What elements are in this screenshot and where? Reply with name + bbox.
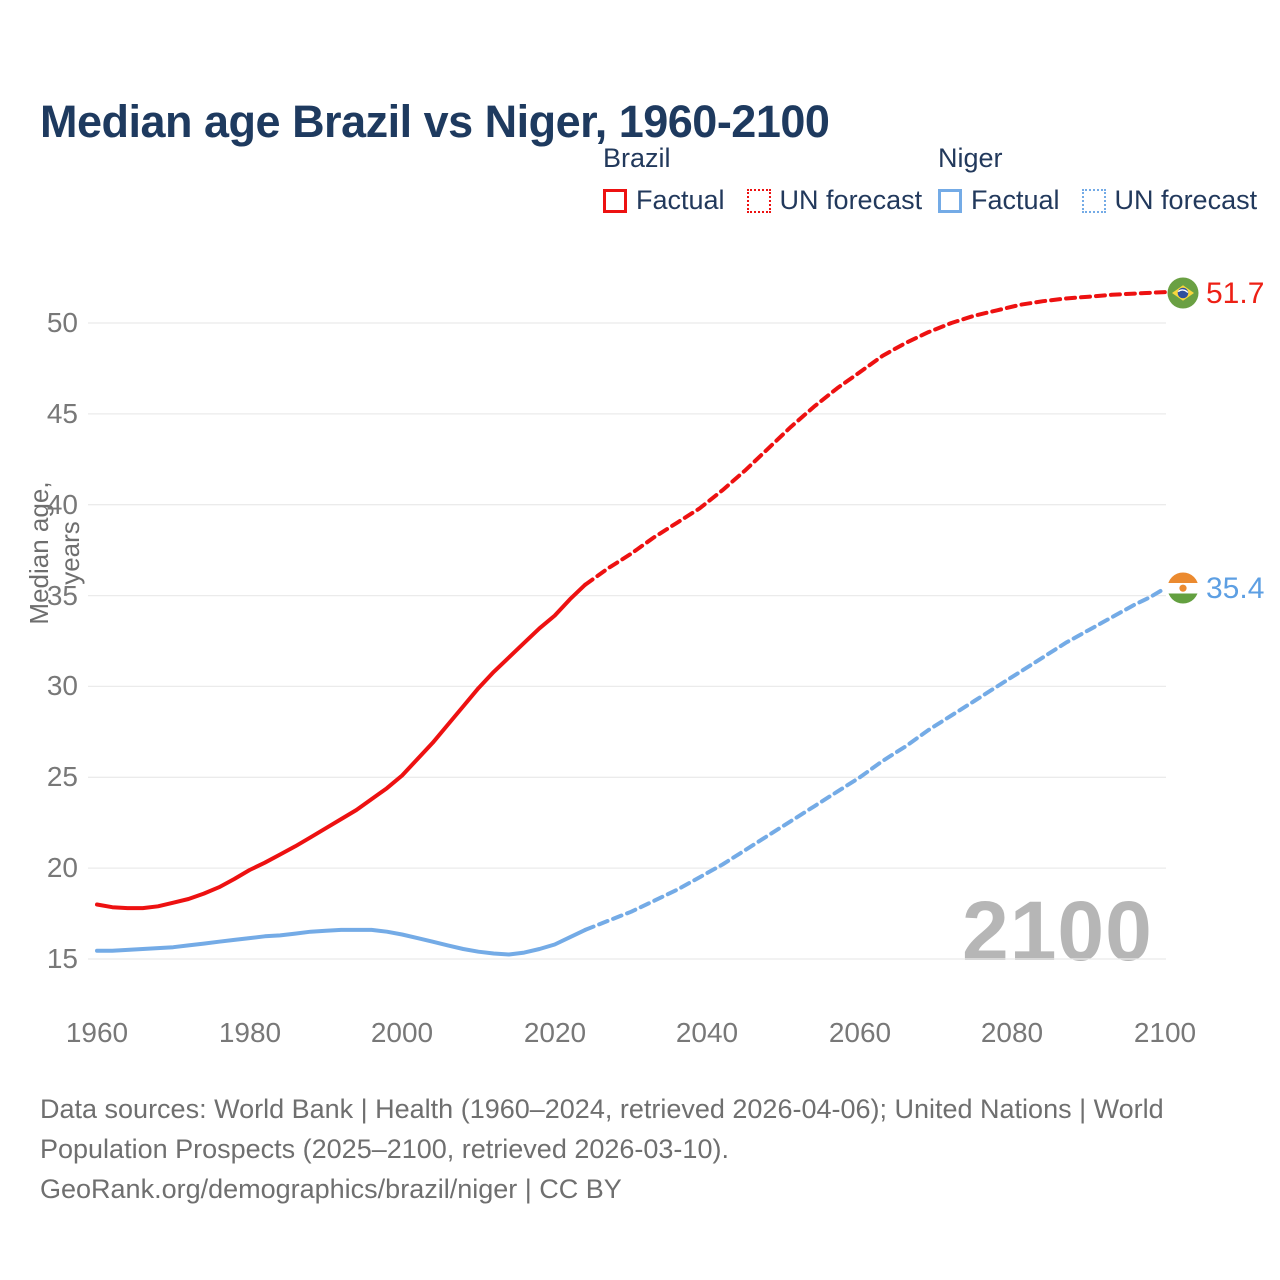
series-line-brazil-un-forecast (583, 290, 1167, 587)
niger-flag-icon (1167, 572, 1199, 604)
y-tick-30: 30 (46, 670, 78, 701)
legend-swatch-brazil-factual-icon[interactable] (603, 188, 627, 213)
legend-item-niger-factual[interactable]: Factual (938, 185, 1060, 216)
footer-line-2: Population Prospects (2025–2100, retriev… (40, 1134, 729, 1164)
series-line-niger-factual (95, 927, 588, 957)
legend-label-niger-forecast: UN forecast (1114, 185, 1258, 215)
legend-swatch-brazil-forecast-icon[interactable] (746, 188, 771, 213)
x-tick-2060: 2060 (828, 1017, 892, 1048)
brazil-end-value: 51.7 (1206, 277, 1265, 310)
series-line-niger-un-forecast (583, 586, 1167, 932)
x-tick-1960: 1960 (65, 1017, 129, 1048)
legend-item-brazil-forecast[interactable]: UN forecast (746, 185, 923, 216)
legend-swatch-niger-factual-icon[interactable] (938, 188, 962, 213)
footer-line-1: Data sources: World Bank | Health (1960–… (40, 1094, 1164, 1124)
footer-sources: Data sources: World Bank | Health (1960–… (40, 1089, 1164, 1209)
y-tick-15: 15 (46, 943, 78, 974)
brazil-flag-icon (1167, 277, 1199, 309)
x-tick-2020: 2020 (523, 1017, 587, 1048)
legend-group-brazil: Brazil Factual UN forecast (603, 143, 922, 216)
niger-end-value: 35.4 (1206, 572, 1265, 605)
y-tick-50: 50 (46, 307, 78, 338)
y-tick-25: 25 (46, 761, 78, 792)
legend-group-label-niger: Niger (938, 143, 1003, 173)
legend-label-brazil-factual: Factual (636, 185, 725, 215)
y-tick-20: 20 (46, 852, 78, 883)
x-tick-2100: 2100 (1133, 1017, 1197, 1048)
legend-item-niger-forecast[interactable]: UN forecast (1081, 185, 1258, 216)
legend-group-label-brazil: Brazil (603, 143, 671, 173)
legend-label-brazil-forecast: UN forecast (779, 185, 923, 215)
y-tick-40: 40 (46, 489, 78, 520)
legend-item-brazil-factual[interactable]: Factual (603, 185, 725, 216)
x-tick-2080: 2080 (980, 1017, 1044, 1048)
footer-line-3: GeoRank.org/demographics/brazil/niger | … (40, 1174, 622, 1204)
series-line-brazil-factual (95, 582, 588, 911)
x-tick-1980: 1980 (218, 1017, 282, 1048)
legend-swatch-niger-forecast-icon[interactable] (1081, 188, 1106, 213)
y-tick-35: 35 (46, 580, 78, 611)
legend-label-niger-factual: Factual (971, 185, 1060, 215)
y-tick-45: 45 (46, 398, 78, 429)
x-tick-2040: 2040 (675, 1017, 739, 1048)
chart-title: Median age Brazil vs Niger, 1960-2100 (40, 96, 830, 148)
legend-group-niger: Niger Factual UN forecast (938, 143, 1257, 216)
x-tick-2000: 2000 (370, 1017, 434, 1048)
